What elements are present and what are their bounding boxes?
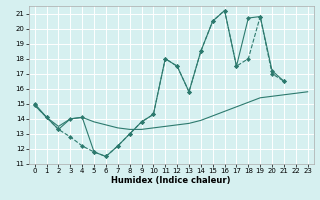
X-axis label: Humidex (Indice chaleur): Humidex (Indice chaleur) — [111, 176, 231, 185]
